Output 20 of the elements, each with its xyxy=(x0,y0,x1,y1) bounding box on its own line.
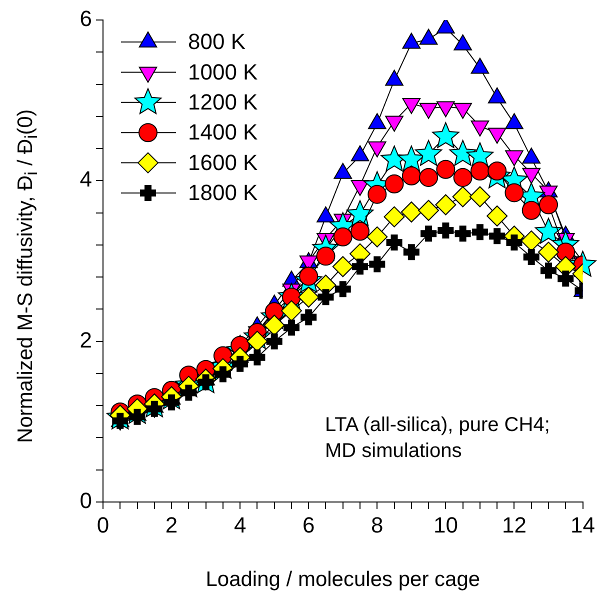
legend-label: 1400 K xyxy=(188,120,258,145)
legend-label: 1000 K xyxy=(188,59,258,84)
y-tick-label: 2 xyxy=(80,327,92,352)
x-tick-label: 6 xyxy=(302,512,315,538)
y-tick-label: 4 xyxy=(80,166,92,192)
legend-label: 1600 K xyxy=(188,150,258,175)
x-tick-label: 12 xyxy=(502,512,526,538)
legend-label: 1800 K xyxy=(188,180,258,206)
y-tick-label: 0 xyxy=(80,488,92,514)
legend-label: 800 K xyxy=(188,29,246,54)
x-tick-label: 2 xyxy=(165,512,178,538)
x-tick-label: 10 xyxy=(433,512,458,538)
x-tick-label: 4 xyxy=(234,512,246,538)
x-tick-label: 8 xyxy=(371,512,384,538)
y-tick-label: 6 xyxy=(80,6,92,32)
x-axis-title: Loading / molecules per cage xyxy=(206,568,480,592)
x-tick-label: 0 xyxy=(96,512,110,538)
legend-label: 1200 K xyxy=(188,89,258,114)
annotation: LTA (all-silica), pure CH4; MD simulations xyxy=(325,413,551,464)
x-tick-label: 14 xyxy=(570,512,596,538)
